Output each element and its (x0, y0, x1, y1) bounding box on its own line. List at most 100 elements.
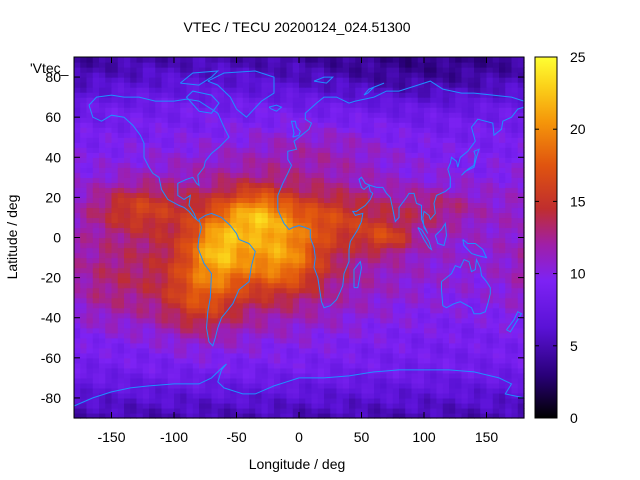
heatmap-cell (205, 217, 213, 224)
heatmap-cell (461, 332, 469, 339)
heatmap-cell (74, 232, 81, 239)
heatmap-cell (161, 142, 169, 148)
heatmap-cell (80, 252, 88, 259)
heatmap-cell (436, 132, 444, 138)
heatmap-cell (74, 177, 81, 183)
heatmap-cell (86, 152, 94, 158)
heatmap-cell (167, 272, 175, 279)
heatmap-cell (474, 352, 481, 359)
heatmap-cell (136, 257, 144, 264)
heatmap-cell (105, 392, 113, 399)
heatmap-cell (305, 337, 313, 344)
heatmap-cell (130, 167, 138, 173)
heatmap-cell (511, 292, 519, 299)
heatmap-cell (461, 167, 469, 173)
heatmap-cell (430, 192, 438, 198)
heatmap-cell (461, 162, 469, 168)
heatmap-cell (86, 392, 94, 399)
heatmap-cell (424, 372, 431, 379)
heatmap-cell (442, 392, 450, 399)
heatmap-cell (217, 252, 225, 259)
heatmap-cell (280, 92, 288, 98)
heatmap-cell (192, 232, 200, 239)
heatmap-cell (117, 72, 125, 78)
heatmap-cell (499, 162, 506, 168)
heatmap-cell (399, 102, 406, 108)
heatmap-cell (461, 362, 469, 369)
heatmap-cell (236, 132, 244, 138)
heatmap-cell (324, 352, 331, 359)
heatmap-cell (242, 202, 250, 209)
heatmap-cell (299, 277, 306, 284)
heatmap-cell (386, 287, 394, 294)
heatmap-cell (474, 237, 481, 244)
heatmap-cell (374, 327, 381, 334)
heatmap-cell (186, 147, 194, 153)
heatmap-cell (374, 312, 381, 319)
heatmap-cell (230, 217, 238, 224)
heatmap-cell (449, 112, 456, 118)
heatmap-cell (505, 152, 513, 158)
heatmap-cell (467, 402, 475, 409)
heatmap-cell (261, 187, 269, 193)
heatmap-cell (136, 77, 144, 83)
heatmap-cell (392, 357, 400, 364)
heatmap-cell (186, 342, 194, 349)
heatmap-cell (136, 332, 144, 339)
heatmap-cell (299, 212, 306, 219)
heatmap-cell (505, 302, 513, 309)
heatmap-cell (124, 397, 131, 404)
heatmap-cell (230, 412, 238, 419)
heatmap-cell (186, 307, 194, 314)
heatmap-cell (111, 147, 119, 153)
heatmap-cell (105, 187, 113, 193)
heatmap-cell (180, 327, 188, 334)
heatmap-cell (86, 112, 94, 118)
heatmap-cell (505, 292, 513, 299)
heatmap-cell (111, 92, 119, 98)
heatmap-cell (155, 92, 163, 98)
heatmap-cell (149, 257, 156, 264)
heatmap-cell (155, 202, 163, 209)
heatmap-cell (349, 367, 356, 374)
heatmap-cell (180, 212, 188, 219)
heatmap-cell (311, 377, 319, 384)
heatmap-cell (417, 87, 425, 93)
heatmap-cell (311, 412, 319, 419)
heatmap-cell (461, 157, 469, 163)
heatmap-cell (180, 162, 188, 168)
heatmap-cell (474, 127, 481, 133)
heatmap-cell (417, 282, 425, 289)
heatmap-cell (74, 282, 81, 289)
heatmap-cell (167, 382, 175, 389)
heatmap-cell (305, 322, 313, 329)
heatmap-cell (267, 107, 275, 113)
heatmap-cell (80, 322, 88, 329)
heatmap-cell (155, 332, 163, 339)
heatmap-cell (280, 272, 288, 279)
heatmap-cell (167, 77, 175, 83)
heatmap-cell (355, 267, 363, 274)
heatmap-cell (380, 117, 388, 123)
heatmap-cell (174, 87, 181, 93)
heatmap-cell (174, 177, 181, 183)
heatmap-cell (442, 307, 450, 314)
heatmap-cell (292, 247, 300, 254)
heatmap-cell (211, 257, 219, 264)
heatmap-cell (230, 247, 238, 254)
heatmap-cell (324, 92, 331, 98)
heatmap-cell (192, 92, 200, 98)
heatmap-cell (449, 347, 456, 354)
heatmap-cell (342, 162, 350, 168)
heatmap-cell (511, 332, 519, 339)
heatmap-cell (405, 117, 413, 123)
heatmap-cell (255, 107, 263, 113)
heatmap-cell (117, 402, 125, 409)
heatmap-cell (336, 147, 344, 153)
heatmap-cell (449, 172, 456, 178)
heatmap-cell (355, 307, 363, 314)
heatmap-cell (74, 227, 81, 234)
heatmap-cell (499, 262, 506, 269)
heatmap-cell (417, 177, 425, 183)
heatmap-cell (136, 187, 144, 193)
